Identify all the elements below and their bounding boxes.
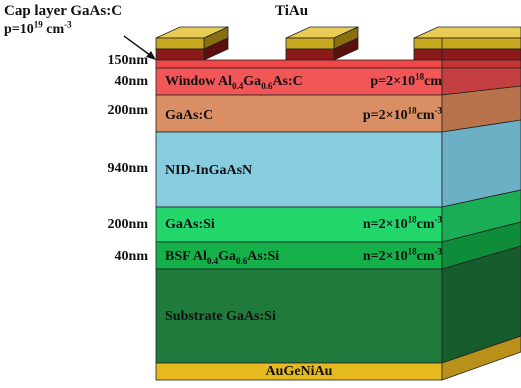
- gaas-si-concentration: n=2×1018cm-3: [362, 214, 442, 232]
- nid-thickness: 940nm: [107, 161, 148, 176]
- bottom-contact-label: AuGeNiAu: [265, 364, 333, 379]
- cap-layer-arrow: [123, 35, 156, 60]
- nid-side: [441, 119, 521, 208]
- gaas-si-side: [441, 189, 521, 243]
- gaas-c-thickness: 200nm: [107, 103, 148, 118]
- bottom-contact-side: [441, 335, 521, 381]
- bsf-concentration: n=2×1018cm-3: [362, 246, 442, 264]
- cap-layer-doping: p=1019 cm-3: [4, 19, 72, 37]
- gaas-si-layer-name: GaAs:Si: [165, 217, 215, 232]
- top-contact-bar-1: [155, 26, 229, 61]
- bsf-thickness: 40nm: [114, 249, 148, 264]
- bsf-layer: [155, 241, 443, 270]
- nid-layer-name: NID-InGaAsN: [165, 163, 253, 178]
- substrate-side: [441, 245, 521, 364]
- substrate-layer-name: Substrate GaAs:Si: [165, 309, 276, 324]
- top-contact-label: TiAu: [275, 3, 309, 19]
- gaas-si-thickness: 200nm: [107, 217, 148, 232]
- gaas-c-layer-name: GaAs:C: [165, 108, 214, 123]
- gaas-c-concentration: p=2×1018cm-3: [362, 105, 442, 123]
- window-thickness: 40nm: [114, 74, 148, 89]
- substrate-layer: [155, 268, 443, 364]
- top-contact-bar-2: [285, 26, 359, 61]
- window-concentration: p=2×1018cm: [370, 71, 442, 89]
- gaas-c-side: [441, 85, 521, 133]
- cap-layer: [155, 59, 521, 69]
- cap-layer-title: Cap layer GaAs:C: [4, 3, 123, 19]
- window-layer-name: Window Al0.4Ga0.6As:C: [165, 74, 303, 91]
- bsf-side: [441, 221, 521, 270]
- top-contact-bar-3: [413, 26, 521, 61]
- gaas-si-layer: [155, 206, 443, 243]
- nid-layer: [155, 131, 443, 208]
- bsf-layer-name: BSF Al0.4Ga0.6As:Si: [165, 249, 280, 266]
- cap-thickness: 150nm: [107, 53, 148, 68]
